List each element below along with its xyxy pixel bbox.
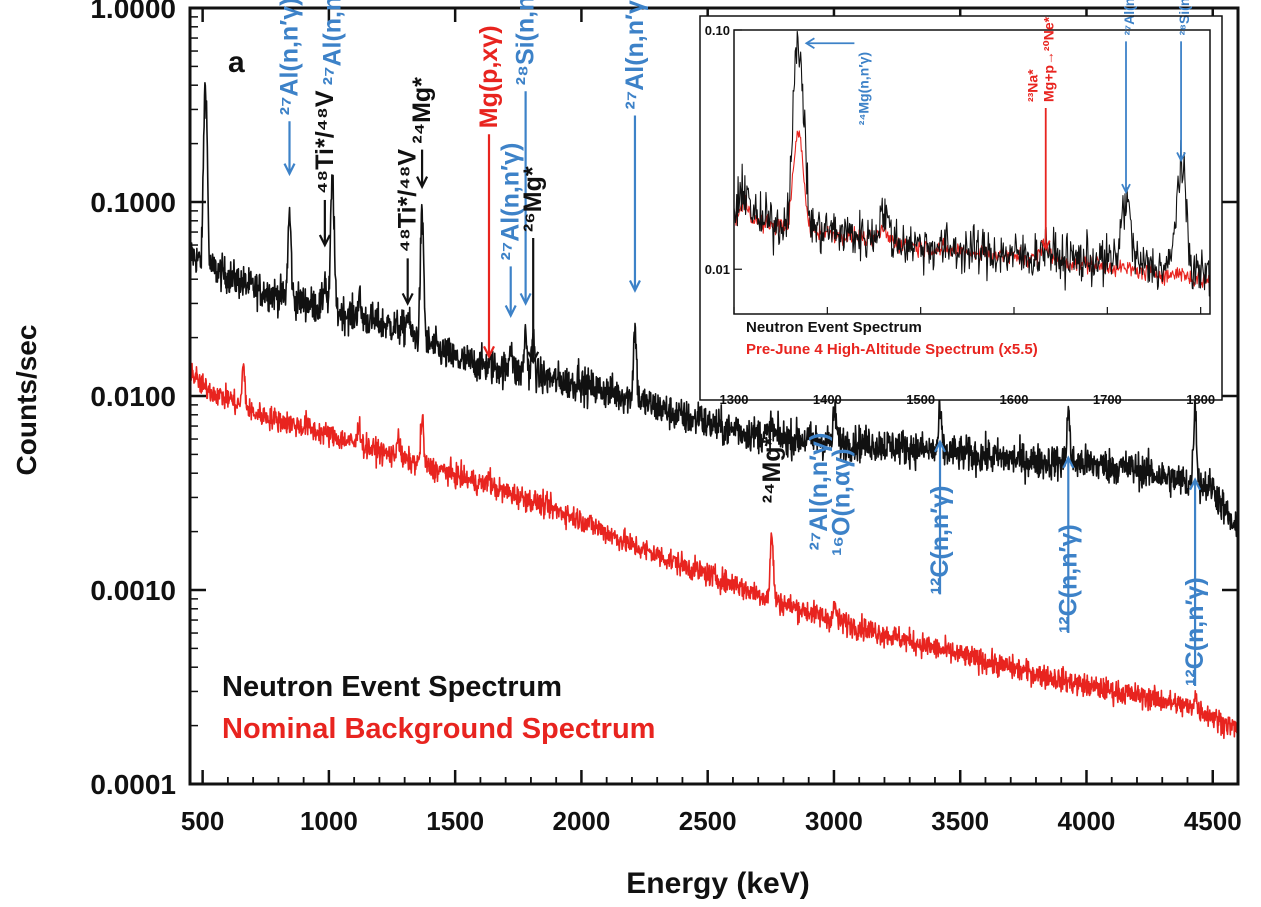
inset-peak-annotation: ²⁷Al(n,n′γ) xyxy=(1121,0,1137,195)
peak-annotation: Mg(p,xγ) xyxy=(475,25,503,359)
y-tick-label: 0.0100 xyxy=(90,381,176,412)
inset-arrow-head xyxy=(804,37,815,50)
peak-annotation: ²⁷Al(n,n′γ) xyxy=(318,0,346,85)
peak-label: ²⁷Al(n,n′γ) xyxy=(318,0,346,85)
peak-annotation: ²⁷Al(n,n′γ) xyxy=(805,433,833,551)
inset-peak-label: ²⁴Mg(n,n′γ) xyxy=(855,52,871,125)
peak-label: ⁴⁸Ti*/⁴⁸V xyxy=(311,90,339,194)
x-tick-label: 2500 xyxy=(679,806,737,836)
legend-entry-neutron: Neutron Event Spectrum xyxy=(222,671,562,703)
inset-peak-label: ²⁸Si(n,n′γ) xyxy=(1176,0,1192,35)
series-line xyxy=(733,30,1211,297)
inset-neutron-spectrum-layer xyxy=(733,30,1211,297)
peak-arrow-head xyxy=(519,292,532,306)
inset-legend-entry-prejune: Pre-June 4 High-Altitude Spectrum (x5.5) xyxy=(746,341,1038,358)
x-tick-label: 1000 xyxy=(300,806,358,836)
x-tick-label: 2000 xyxy=(552,806,610,836)
peak-label: ²⁴Mg* xyxy=(758,436,786,503)
x-tick-label: 3500 xyxy=(931,806,989,836)
peak-arrow-head xyxy=(318,234,331,248)
x-tick-label: 4000 xyxy=(1058,806,1116,836)
peak-label: ²⁷Al(n,n′γ) xyxy=(497,143,525,261)
peak-annotation: ²⁴Mg* xyxy=(758,436,786,503)
inset-peak-annotation: ²⁴Mg(n,n′γ) xyxy=(804,37,871,125)
inset-peak-label: ²⁷Al(n,n′γ) xyxy=(1121,0,1137,35)
inset-arrow-head xyxy=(1176,152,1186,163)
y-tick-label: 0.0010 xyxy=(90,575,176,606)
peak-arrow-head xyxy=(416,176,429,190)
peak-arrow-head xyxy=(934,439,946,453)
main-chart: 500 1000 1500 2000 2500 3000 3500 4000 4500 0.000… xyxy=(11,0,1242,900)
inset-y-tick-label: 0.10 xyxy=(705,23,730,38)
peak-annotation: ²⁶Mg* xyxy=(519,166,547,365)
peak-label: ²⁷Al(n,n′γ) xyxy=(275,0,303,115)
peak-annotation: ⁴⁸Ti*/⁴⁸V xyxy=(311,90,339,248)
peak-label: ¹⁶O(n,αγ) xyxy=(828,448,856,555)
peak-label: ²⁴Mg* xyxy=(408,77,436,144)
peak-annotation: ⁴⁸Ti*/⁴⁸V xyxy=(394,149,422,306)
peak-annotation: ²⁷Al(n,n′γ) xyxy=(497,143,525,318)
inset-legend-entry-neutron: Neutron Event Spectrum xyxy=(746,319,922,336)
y-tick-label: 0.0001 xyxy=(90,769,176,800)
x-tick-label: 3000 xyxy=(805,806,863,836)
peak-annotation: ¹²C(n,n′γ) xyxy=(926,439,954,595)
x-tick-label: 500 xyxy=(181,806,224,836)
inset-peak-label: ²³Na* xyxy=(1025,69,1041,102)
x-axis-label: Energy (keV) xyxy=(626,867,809,900)
y-tick-label: 0.1000 xyxy=(90,187,176,218)
x-tick-label: 1500 xyxy=(426,806,484,836)
background-spectrum-layer xyxy=(189,362,1239,740)
peak-arrow-head xyxy=(1189,477,1202,491)
inset-peak-annotations: ²⁴Mg(n,n′γ) ²³Na* Mg+p→²⁰Ne* ²⁷Al(n,n′γ) ²⁸S… xyxy=(804,0,1192,251)
panel-label: a xyxy=(228,46,245,79)
peak-label: ²⁶Mg* xyxy=(519,166,547,232)
peak-label: ²⁸Si(n,n′γ) xyxy=(512,0,540,85)
y-tick-label: 1.0000 xyxy=(90,0,176,24)
series-line xyxy=(189,362,1239,740)
x-tick-label: 4500 xyxy=(1184,806,1242,836)
peak-label: Mg(p,xγ) xyxy=(475,25,503,128)
peak-arrow-head xyxy=(504,305,517,318)
inset-peak-annotation: ²⁸Si(n,n′γ) xyxy=(1176,0,1192,163)
peak-label: ²⁷Al(n,n′γ) xyxy=(621,0,649,109)
main-peak-annotations: ²⁷Al(n,n′γ) ⁴⁸Ti*/⁴⁸V ²⁷Al(n,n′γ) ⁴⁸Ti*/⁴⁸V… xyxy=(275,0,1209,687)
peak-arrow-head xyxy=(628,279,641,293)
main-axis-ticks: 500 1000 1500 2000 2500 3000 3500 4000 4500 0.000… xyxy=(90,0,1241,836)
peak-annotation: ²⁸Si(n,n′γ) xyxy=(512,0,540,306)
inset-arrow-head xyxy=(1121,183,1131,195)
peak-label: ⁴⁸Ti*/⁴⁸V xyxy=(394,149,422,253)
peak-annotation: ¹²C(n,n′γ) xyxy=(1054,455,1082,634)
inset-y-tick-label: 0.01 xyxy=(705,262,730,277)
y-axis-label: Counts/sec xyxy=(11,325,42,476)
peak-annotation: ¹⁶O(n,αγ) xyxy=(828,448,856,555)
peak-arrow-head xyxy=(283,163,296,177)
peak-arrow-head xyxy=(401,292,414,306)
peak-annotation: ²⁴Mg* xyxy=(408,77,436,190)
peak-annotation: ¹²C(n,n′γ) xyxy=(1181,477,1209,687)
inset-peak-annotation: Mg+p→²⁰Ne* xyxy=(1040,16,1057,251)
peak-arrow-head xyxy=(1062,455,1075,469)
inset-plot-frame xyxy=(733,29,1211,315)
inset-peak-label: Mg+p→²⁰Ne* xyxy=(1041,16,1057,102)
peak-arrow-head xyxy=(527,351,540,365)
peak-annotation: ²⁷Al(n,n′γ) xyxy=(275,0,303,177)
peak-arrow-head xyxy=(483,345,495,359)
legend-entry-background: Nominal Background Spectrum xyxy=(222,713,655,745)
inset-peak-annotation: ²³Na* xyxy=(1025,69,1041,102)
peak-annotation: ²⁷Al(n,n′γ) xyxy=(621,0,649,293)
inset-arrow-head xyxy=(1040,240,1051,251)
peak-label: ²⁷Al(n,n′γ) xyxy=(805,433,833,551)
inset-outer-border xyxy=(699,15,1223,401)
